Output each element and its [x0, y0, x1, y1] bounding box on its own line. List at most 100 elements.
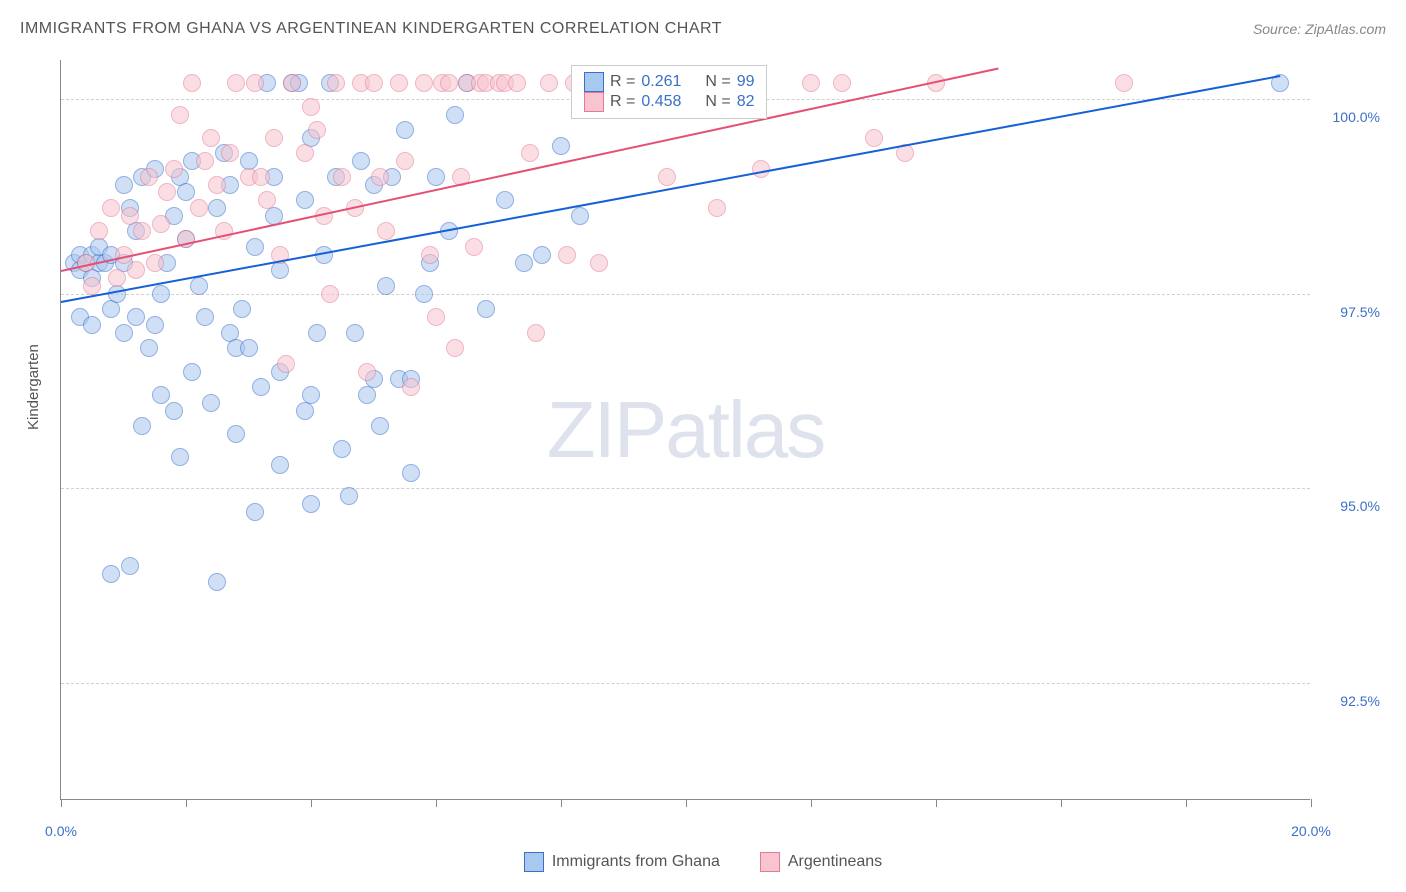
data-point — [115, 176, 133, 194]
swatch-ghana — [524, 852, 544, 872]
data-point — [865, 129, 883, 147]
stats-legend: R =0.261N =99R =0.458N =82 — [571, 65, 767, 119]
data-point — [496, 191, 514, 209]
data-point — [296, 144, 314, 162]
x-tick — [811, 799, 812, 807]
data-point — [558, 246, 576, 264]
gridline — [61, 294, 1310, 295]
data-point — [327, 74, 345, 92]
data-point — [271, 261, 289, 279]
data-point — [127, 261, 145, 279]
data-point — [402, 378, 420, 396]
n-value: 99 — [737, 73, 755, 91]
data-point — [446, 106, 464, 124]
data-point — [227, 74, 245, 92]
data-point — [208, 573, 226, 591]
data-point — [396, 152, 414, 170]
data-point — [221, 144, 239, 162]
data-point — [296, 191, 314, 209]
y-tick-label: 100.0% — [1333, 109, 1380, 125]
data-point — [377, 277, 395, 295]
chart-title: IMMIGRANTS FROM GHANA VS ARGENTINEAN KIN… — [20, 20, 722, 38]
data-point — [308, 121, 326, 139]
data-point — [202, 394, 220, 412]
data-point — [802, 74, 820, 92]
data-point — [527, 324, 545, 342]
source-label: Source: ZipAtlas.com — [1253, 21, 1386, 37]
data-point — [552, 137, 570, 155]
data-point — [358, 363, 376, 381]
data-point — [152, 215, 170, 233]
data-point — [352, 152, 370, 170]
data-point — [190, 277, 208, 295]
x-tick-label: 0.0% — [45, 823, 77, 839]
data-point — [427, 168, 445, 186]
r-value: 0.458 — [641, 93, 699, 111]
gridline — [61, 683, 1310, 684]
data-point — [833, 74, 851, 92]
data-point — [177, 183, 195, 201]
data-point — [296, 402, 314, 420]
data-point — [133, 222, 151, 240]
watermark-bold: ZIP — [547, 385, 665, 474]
data-point — [140, 339, 158, 357]
data-point — [533, 246, 551, 264]
data-point — [302, 386, 320, 404]
data-point — [127, 308, 145, 326]
x-tick — [686, 799, 687, 807]
data-point — [390, 74, 408, 92]
data-point — [515, 254, 533, 272]
data-point — [133, 417, 151, 435]
data-point — [371, 417, 389, 435]
y-axis-title: Kindergarten — [25, 344, 42, 430]
data-point — [140, 168, 158, 186]
data-point — [146, 316, 164, 334]
data-point — [333, 168, 351, 186]
swatch-icon — [584, 92, 604, 112]
data-point — [540, 74, 558, 92]
data-point — [477, 300, 495, 318]
x-tick — [936, 799, 937, 807]
data-point — [465, 238, 483, 256]
data-point — [165, 160, 183, 178]
x-tick — [1311, 799, 1312, 807]
data-point — [346, 324, 364, 342]
data-point — [196, 308, 214, 326]
x-tick — [1186, 799, 1187, 807]
data-point — [233, 300, 251, 318]
data-point — [440, 74, 458, 92]
data-point — [365, 74, 383, 92]
y-tick-label: 95.0% — [1340, 498, 1380, 514]
data-point — [246, 238, 264, 256]
data-point — [171, 106, 189, 124]
data-point — [308, 324, 326, 342]
data-point — [121, 557, 139, 575]
swatch-icon — [584, 72, 604, 92]
legend-label-ghana: Immigrants from Ghana — [552, 853, 720, 871]
data-point — [265, 129, 283, 147]
data-point — [252, 168, 270, 186]
swatch-argentineans — [760, 852, 780, 872]
data-point — [415, 74, 433, 92]
data-point — [121, 207, 139, 225]
title-bar: IMMIGRANTS FROM GHANA VS ARGENTINEAN KIN… — [20, 20, 1386, 38]
data-point — [371, 168, 389, 186]
data-point — [1115, 74, 1133, 92]
data-point — [421, 246, 439, 264]
data-point — [302, 495, 320, 513]
data-point — [183, 74, 201, 92]
x-tick — [61, 799, 62, 807]
data-point — [183, 363, 201, 381]
n-value: 82 — [737, 93, 755, 111]
data-point — [165, 402, 183, 420]
data-point — [396, 121, 414, 139]
x-tick — [561, 799, 562, 807]
data-point — [208, 176, 226, 194]
data-point — [358, 386, 376, 404]
data-point — [158, 183, 176, 201]
data-point — [108, 269, 126, 287]
data-point — [115, 324, 133, 342]
watermark: ZIPatlas — [547, 384, 824, 476]
stats-legend-row: R =0.458N =82 — [584, 92, 754, 112]
data-point — [227, 425, 245, 443]
